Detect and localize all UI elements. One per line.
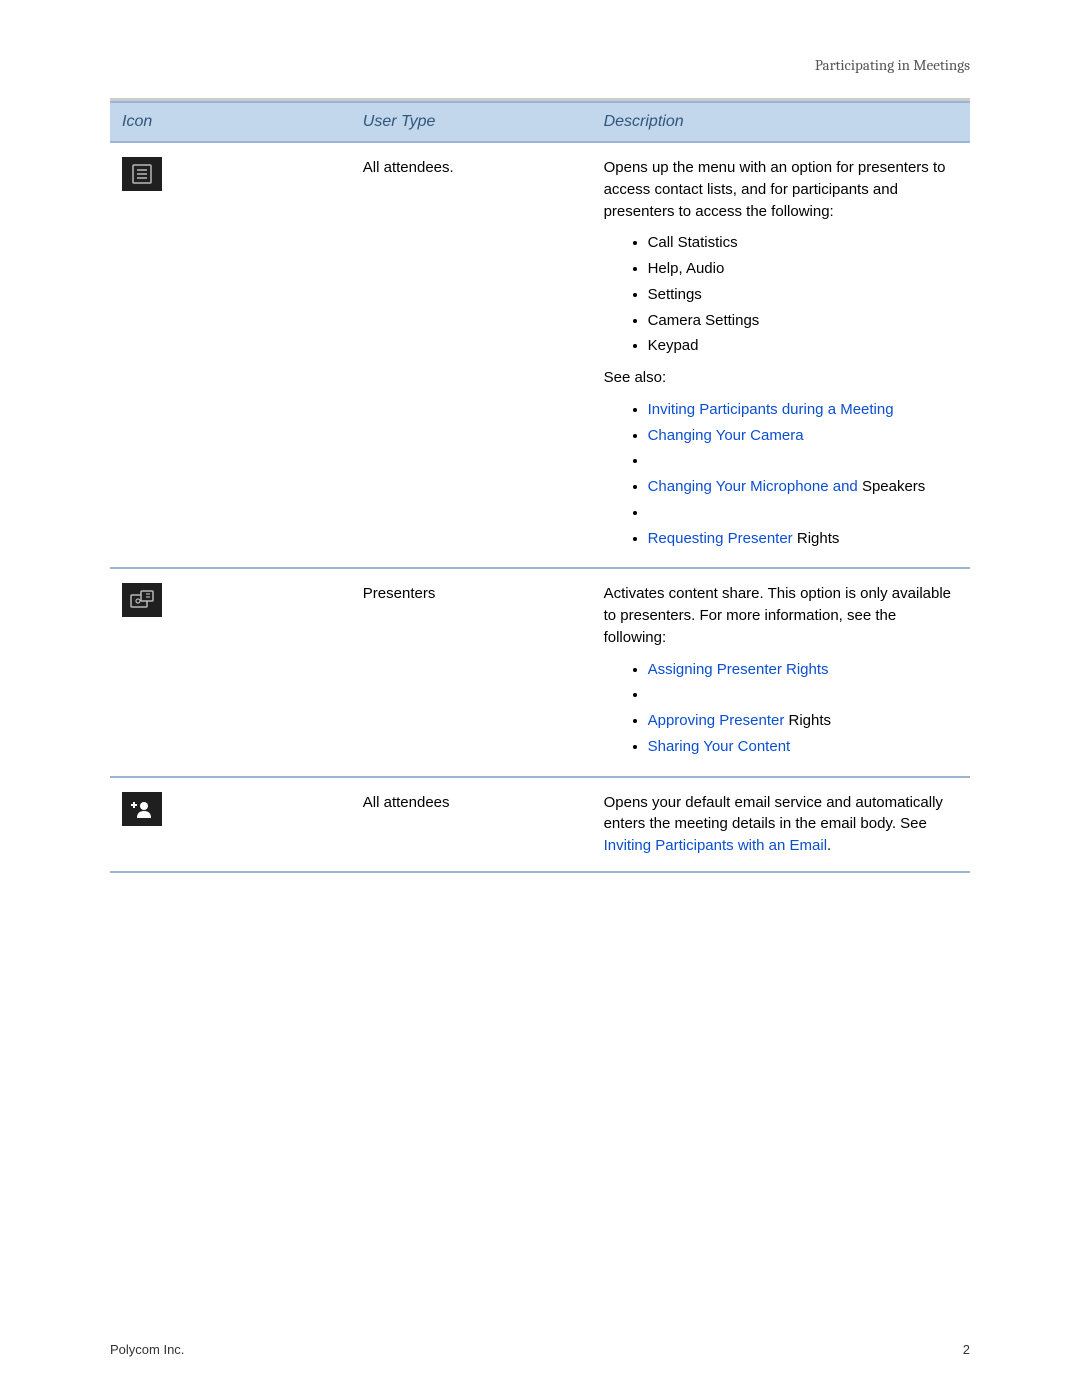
table-row: Presenters Activates content share. This… <box>110 568 970 776</box>
cell-usertype: Presenters <box>351 568 592 776</box>
desc-pre: Opens your default email service and aut… <box>604 794 943 833</box>
list-item: Assigning Presenter Rights <box>648 659 958 681</box>
link-tail: Rights <box>797 530 840 547</box>
list-item: Sharing Your Content <box>648 736 958 758</box>
cell-usertype: All attendees <box>351 777 592 872</box>
cell-usertype: All attendees. <box>351 142 592 568</box>
see-also-label: See also: <box>604 367 958 389</box>
list-item: Inviting Participants during a Meeting <box>648 399 958 421</box>
see-also-list: Inviting Participants during a Meeting C… <box>604 399 958 550</box>
list-item: Keypad <box>648 335 958 357</box>
footer-company: Polycom Inc. <box>110 1342 184 1357</box>
footer-page-number: 2 <box>963 1342 970 1357</box>
col-header-description: Description <box>592 102 970 142</box>
see-also-list: Assigning Presenter Rights Approving Pre… <box>604 659 958 758</box>
content-share-icon <box>122 583 162 617</box>
icon-reference-table: Icon User Type Description <box>110 101 970 873</box>
cell-description: Activates content share. This option is … <box>592 568 970 776</box>
desc-post: . <box>827 837 831 854</box>
desc-bullets: Call Statistics Help, Audio Settings Cam… <box>604 232 958 357</box>
section-title: Participating in Meetings <box>110 56 970 74</box>
list-item <box>648 450 958 472</box>
col-header-usertype: User Type <box>351 102 592 142</box>
list-item: Help, Audio <box>648 258 958 280</box>
page-footer: Polycom Inc. 2 <box>110 1342 970 1357</box>
desc-intro: Activates content share. This option is … <box>604 583 958 648</box>
table-row: All attendees Opens your default email s… <box>110 777 970 872</box>
cell-icon <box>110 142 351 568</box>
desc-intro: Opens up the menu with an option for pre… <box>604 157 958 222</box>
table-row: All attendees. Opens up the menu with an… <box>110 142 970 568</box>
cell-icon <box>110 777 351 872</box>
cell-icon <box>110 568 351 776</box>
col-header-icon: Icon <box>110 102 351 142</box>
cell-description: Opens your default email service and aut… <box>592 777 970 872</box>
link-inviting-participants[interactable]: Inviting Participants during a Meeting <box>648 401 894 418</box>
menu-list-icon <box>122 157 162 191</box>
list-item <box>648 684 958 706</box>
link-assigning-presenter[interactable]: Assigning Presenter Rights <box>648 661 829 678</box>
list-item: Requesting Presenter Rights <box>648 528 958 550</box>
link-inviting-email[interactable]: Inviting Participants with an Email <box>604 837 827 854</box>
list-item: Settings <box>648 284 958 306</box>
link-approving-presenter[interactable]: Approving Presenter <box>648 712 789 729</box>
list-item: Changing Your Camera <box>648 425 958 447</box>
link-sharing-content[interactable]: Sharing Your Content <box>648 738 791 755</box>
list-item: Changing Your Microphone and Speakers <box>648 476 958 498</box>
link-tail: Rights <box>789 712 832 729</box>
list-item <box>648 502 958 524</box>
link-requesting-presenter[interactable]: Requesting Presenter <box>648 530 797 547</box>
cell-description: Opens up the menu with an option for pre… <box>592 142 970 568</box>
list-item: Approving Presenter Rights <box>648 710 958 732</box>
document-page: Participating in Meetings Icon User Type… <box>0 0 1080 1397</box>
link-tail: Speakers <box>862 478 925 495</box>
add-participant-icon <box>122 792 162 826</box>
link-changing-camera[interactable]: Changing Your Camera <box>648 427 804 444</box>
list-item: Call Statistics <box>648 232 958 254</box>
link-changing-microphone[interactable]: Changing Your Microphone and <box>648 478 862 495</box>
list-item: Camera Settings <box>648 310 958 332</box>
